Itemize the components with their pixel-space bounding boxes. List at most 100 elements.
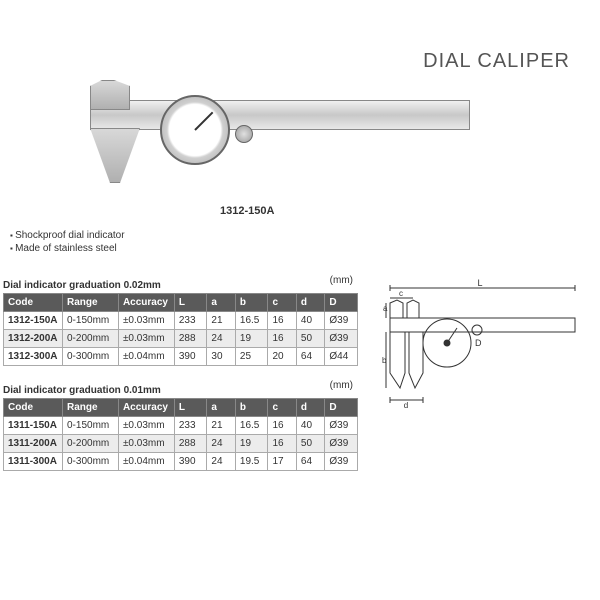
table-header-cell: d [296,294,324,312]
table-cell: 390 [174,453,207,471]
table-header-cell: c [268,399,296,417]
table-header-cell: d [296,399,324,417]
table-cell: 25 [235,348,268,366]
table-cell: ±0.03mm [118,435,174,453]
table-cell: 1311-300A [4,453,63,471]
table-row: 1311-200A0-200mm±0.03mm28824191650Ø39 [4,435,358,453]
spec-table-2: Dial indicator graduation 0.01mm (mm) Co… [3,380,358,471]
table-header-cell: a [207,399,235,417]
table-cell: 0-300mm [63,453,119,471]
table-cell: 30 [207,348,235,366]
table-header-cell: D [325,294,358,312]
table-cell: 1312-200A [4,330,63,348]
table-header-cell: L [174,399,207,417]
table-cell: ±0.03mm [118,330,174,348]
table-cell: 21 [207,417,235,435]
table-cell: 0-200mm [63,435,119,453]
table-header-cell: b [235,399,268,417]
table-cell: 21 [207,312,235,330]
table-cell: 64 [296,348,324,366]
table-cell: 16 [268,312,296,330]
table-cell: 40 [296,417,324,435]
table-cell: ±0.03mm [118,312,174,330]
table-cell: 16.5 [235,417,268,435]
caliper-jaw-lower [90,128,140,183]
table-cell: Ø39 [325,435,358,453]
table-header-cell: Code [4,294,63,312]
caliper-jaw-upper [90,80,130,110]
table-cell: 1311-150A [4,417,63,435]
svg-text:c: c [399,289,403,298]
table-cell: Ø39 [325,417,358,435]
table-row: 1312-150A0-150mm±0.03mm2332116.51640Ø39 [4,312,358,330]
spec-table-2-grid: CodeRangeAccuracyLabcdD 1311-150A0-150mm… [3,398,358,471]
table-cell: 0-200mm [63,330,119,348]
spec-table-1: Dial indicator graduation 0.02mm (mm) Co… [3,275,358,366]
table-row: 1312-200A0-200mm±0.03mm28824191650Ø39 [4,330,358,348]
table-cell: 50 [296,435,324,453]
svg-text:L: L [477,278,482,288]
table-header-cell: D [325,399,358,417]
table-header-cell: b [235,294,268,312]
table-cell: Ø44 [325,348,358,366]
table-row: 1312-300A0-300mm±0.04mm39030252064Ø44 [4,348,358,366]
caliper-dial [160,95,230,165]
svg-text:d: d [404,401,408,408]
table-header-cell: Range [63,399,119,417]
table-cell: 19.5 [235,453,268,471]
feature-item: Shockproof dial indicator [10,230,125,241]
feature-item: Made of stainless steel [10,243,125,254]
table-header-cell: Code [4,399,63,417]
table-header-cell: Range [63,294,119,312]
product-image [60,70,480,190]
table-cell: 0-150mm [63,312,119,330]
table-cell: 1312-300A [4,348,63,366]
table-cell: 1311-200A [4,435,63,453]
svg-text:D: D [475,338,482,348]
product-model-label: 1312-150A [220,205,274,217]
table-cell: 19 [235,330,268,348]
table-cell: 64 [296,453,324,471]
table-cell: 24 [207,435,235,453]
spec-table-1-grid: CodeRangeAccuracyLabcdD 1312-150A0-150mm… [3,293,358,366]
table-header-cell: Accuracy [118,294,174,312]
table-1-title: Dial indicator graduation 0.02mm [3,280,161,291]
table-cell: 0-300mm [63,348,119,366]
table-header-cell: L [174,294,207,312]
table-cell: ±0.04mm [118,348,174,366]
table-cell: ±0.03mm [118,417,174,435]
table-cell: 20 [268,348,296,366]
table-2-unit: (mm) [330,380,353,391]
table-cell: ±0.04mm [118,453,174,471]
table-cell: 288 [174,435,207,453]
table-cell: 50 [296,330,324,348]
table-header-cell: c [268,294,296,312]
table-cell: Ø39 [325,453,358,471]
dimension-diagram: L c a D b [375,278,590,408]
table-cell: 19 [235,435,268,453]
table-cell: 0-150mm [63,417,119,435]
table-header-cell: Accuracy [118,399,174,417]
table-2-title: Dial indicator graduation 0.01mm [3,385,161,396]
feature-list: Shockproof dial indicator Made of stainl… [10,230,125,256]
table-cell: 16 [268,435,296,453]
table-header-cell: a [207,294,235,312]
table-cell: 17 [268,453,296,471]
caliper-ruler [90,100,470,130]
table-cell: 288 [174,330,207,348]
table-cell: 24 [207,330,235,348]
table-cell: 233 [174,312,207,330]
table-cell: Ø39 [325,312,358,330]
table-cell: 233 [174,417,207,435]
table-row: 1311-300A0-300mm±0.04mm3902419.51764Ø39 [4,453,358,471]
table-cell: 1312-150A [4,312,63,330]
table-cell: 40 [296,312,324,330]
table-cell: 16 [268,330,296,348]
table-cell: 16 [268,417,296,435]
table-1-unit: (mm) [330,275,353,286]
caliper-lock-knob [235,125,253,143]
table-cell: 390 [174,348,207,366]
table-cell: 24 [207,453,235,471]
table-cell: Ø39 [325,330,358,348]
table-row: 1311-150A0-150mm±0.03mm2332116.51640Ø39 [4,417,358,435]
